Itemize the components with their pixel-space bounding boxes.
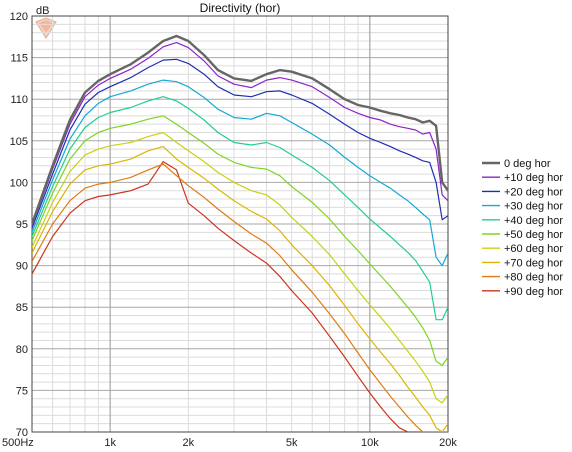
legend-label: +20 deg hor <box>504 186 563 198</box>
legend-label: +40 deg hor <box>504 215 563 227</box>
chart-title: Directivity (hor) <box>200 1 281 15</box>
series-line-50-deg-hor <box>32 115 448 366</box>
x-tick-label: 2k <box>183 437 195 449</box>
legend-label: +50 deg hor <box>504 229 563 241</box>
x-tick-label: 10k <box>361 437 379 449</box>
y-tick-labels: 70 75 80 85 90 95 100 105 110 115 120 <box>10 11 28 439</box>
y-tick-label: 120 <box>10 11 28 23</box>
series-line-70-deg-hor <box>32 146 448 432</box>
series-line-30-deg-hor <box>32 79 448 267</box>
series-line-90-deg-hor <box>32 161 448 432</box>
y-tick-label: 85 <box>16 302 28 314</box>
y-tick-label: 100 <box>10 177 28 189</box>
y-axis-unit: dB <box>36 5 49 17</box>
x-tick-label: 5k <box>286 437 298 449</box>
legend-label: 0 deg hor <box>504 158 551 170</box>
legend-label: +30 deg hor <box>504 201 563 213</box>
legend: 0 deg hor +10 deg hor +20 deg hor +30 deg h… <box>482 158 563 298</box>
series-line-10-deg-hor <box>32 41 448 226</box>
series-line-20-deg-hor <box>32 58 448 229</box>
x-tick-label: 20k <box>439 437 457 449</box>
y-tick-label: 75 <box>16 385 28 397</box>
series-line-40-deg-hor <box>32 96 448 321</box>
legend-label: +60 deg hor <box>504 243 563 255</box>
y-tick-label: 70 <box>16 427 28 439</box>
y-tick-label: 115 <box>10 53 28 65</box>
y-tick-label: 110 <box>10 94 28 106</box>
x-tick-label: 500Hz <box>2 437 34 449</box>
series-line-60-deg-hor <box>32 131 448 404</box>
series-lines <box>32 34 448 432</box>
x-tick-label: 1k <box>104 437 116 449</box>
y-tick-label: 90 <box>16 261 28 273</box>
y-tick-label: 95 <box>16 219 28 231</box>
y-tick-label: 80 <box>16 344 28 356</box>
legend-label: +70 deg hor <box>504 257 563 269</box>
legend-label: +80 deg hor <box>504 272 563 284</box>
series-line-80-deg-hor <box>32 163 448 432</box>
y-tick-label: 105 <box>10 136 28 148</box>
legend-label: +90 deg hor <box>504 286 563 298</box>
legend-label: +10 deg hor <box>504 172 563 184</box>
series-line-0-deg-hor <box>32 34 448 225</box>
x-tick-labels: 500Hz 1k 2k 5k 10k 20k <box>2 437 457 449</box>
